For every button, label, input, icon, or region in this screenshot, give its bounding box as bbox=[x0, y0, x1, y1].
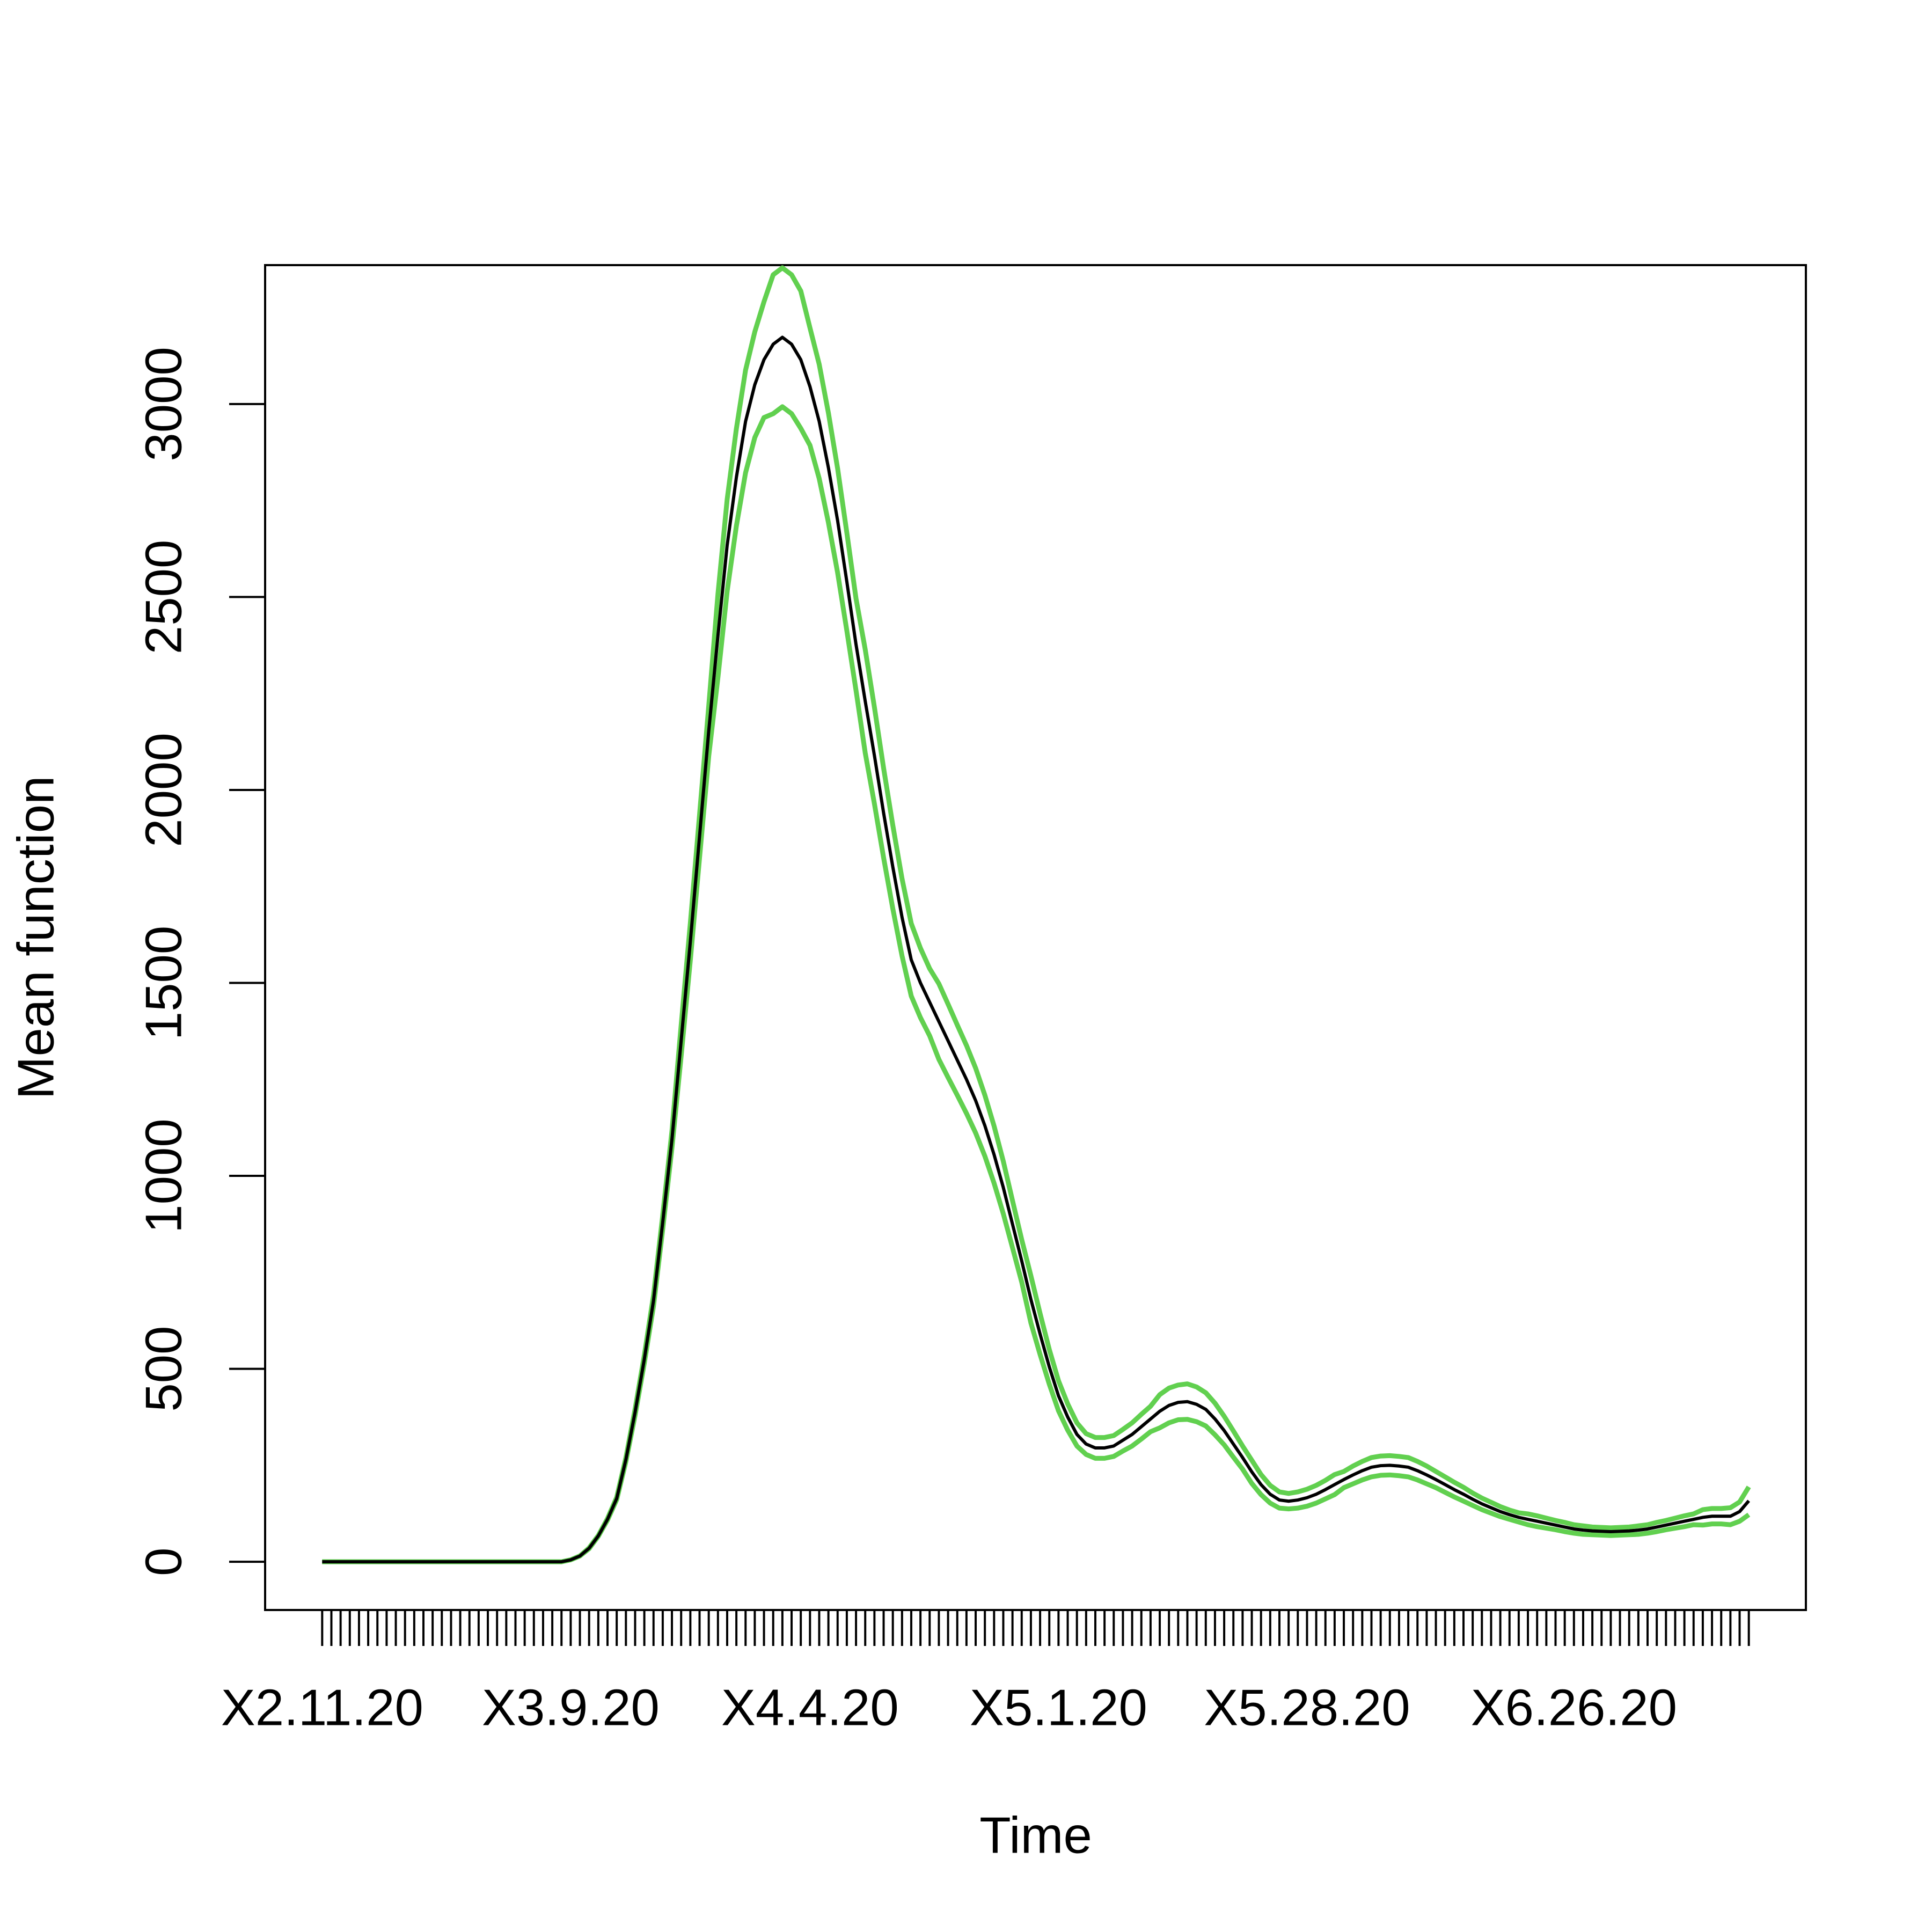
y-tick-label: 2500 bbox=[135, 540, 192, 655]
series-line bbox=[322, 404, 1751, 1564]
x-tick-label: X3.9.20 bbox=[482, 1679, 660, 1736]
x-tick-label: X5.28.20 bbox=[1204, 1679, 1410, 1736]
x-tick-label: X5.1.20 bbox=[970, 1679, 1147, 1736]
y-tick-label: 1500 bbox=[135, 926, 192, 1041]
y-tick-label: 1000 bbox=[135, 1118, 192, 1233]
x-tick-label: X4.4.20 bbox=[721, 1679, 899, 1736]
x-axis-title: Time bbox=[979, 1806, 1092, 1864]
series-line bbox=[322, 265, 1751, 1564]
y-tick-label: 500 bbox=[135, 1326, 192, 1411]
y-tick-label: 2000 bbox=[135, 733, 192, 847]
y-tick-label: 0 bbox=[135, 1547, 192, 1576]
x-tick-label: X2.11.20 bbox=[221, 1679, 423, 1736]
y-tick-label: 3000 bbox=[135, 347, 192, 462]
plot-frame bbox=[264, 264, 1807, 1611]
x-tick-label: X6.26.20 bbox=[1471, 1679, 1677, 1736]
y-axis-title: Mean function bbox=[7, 775, 64, 1099]
series-line bbox=[322, 335, 1750, 1564]
